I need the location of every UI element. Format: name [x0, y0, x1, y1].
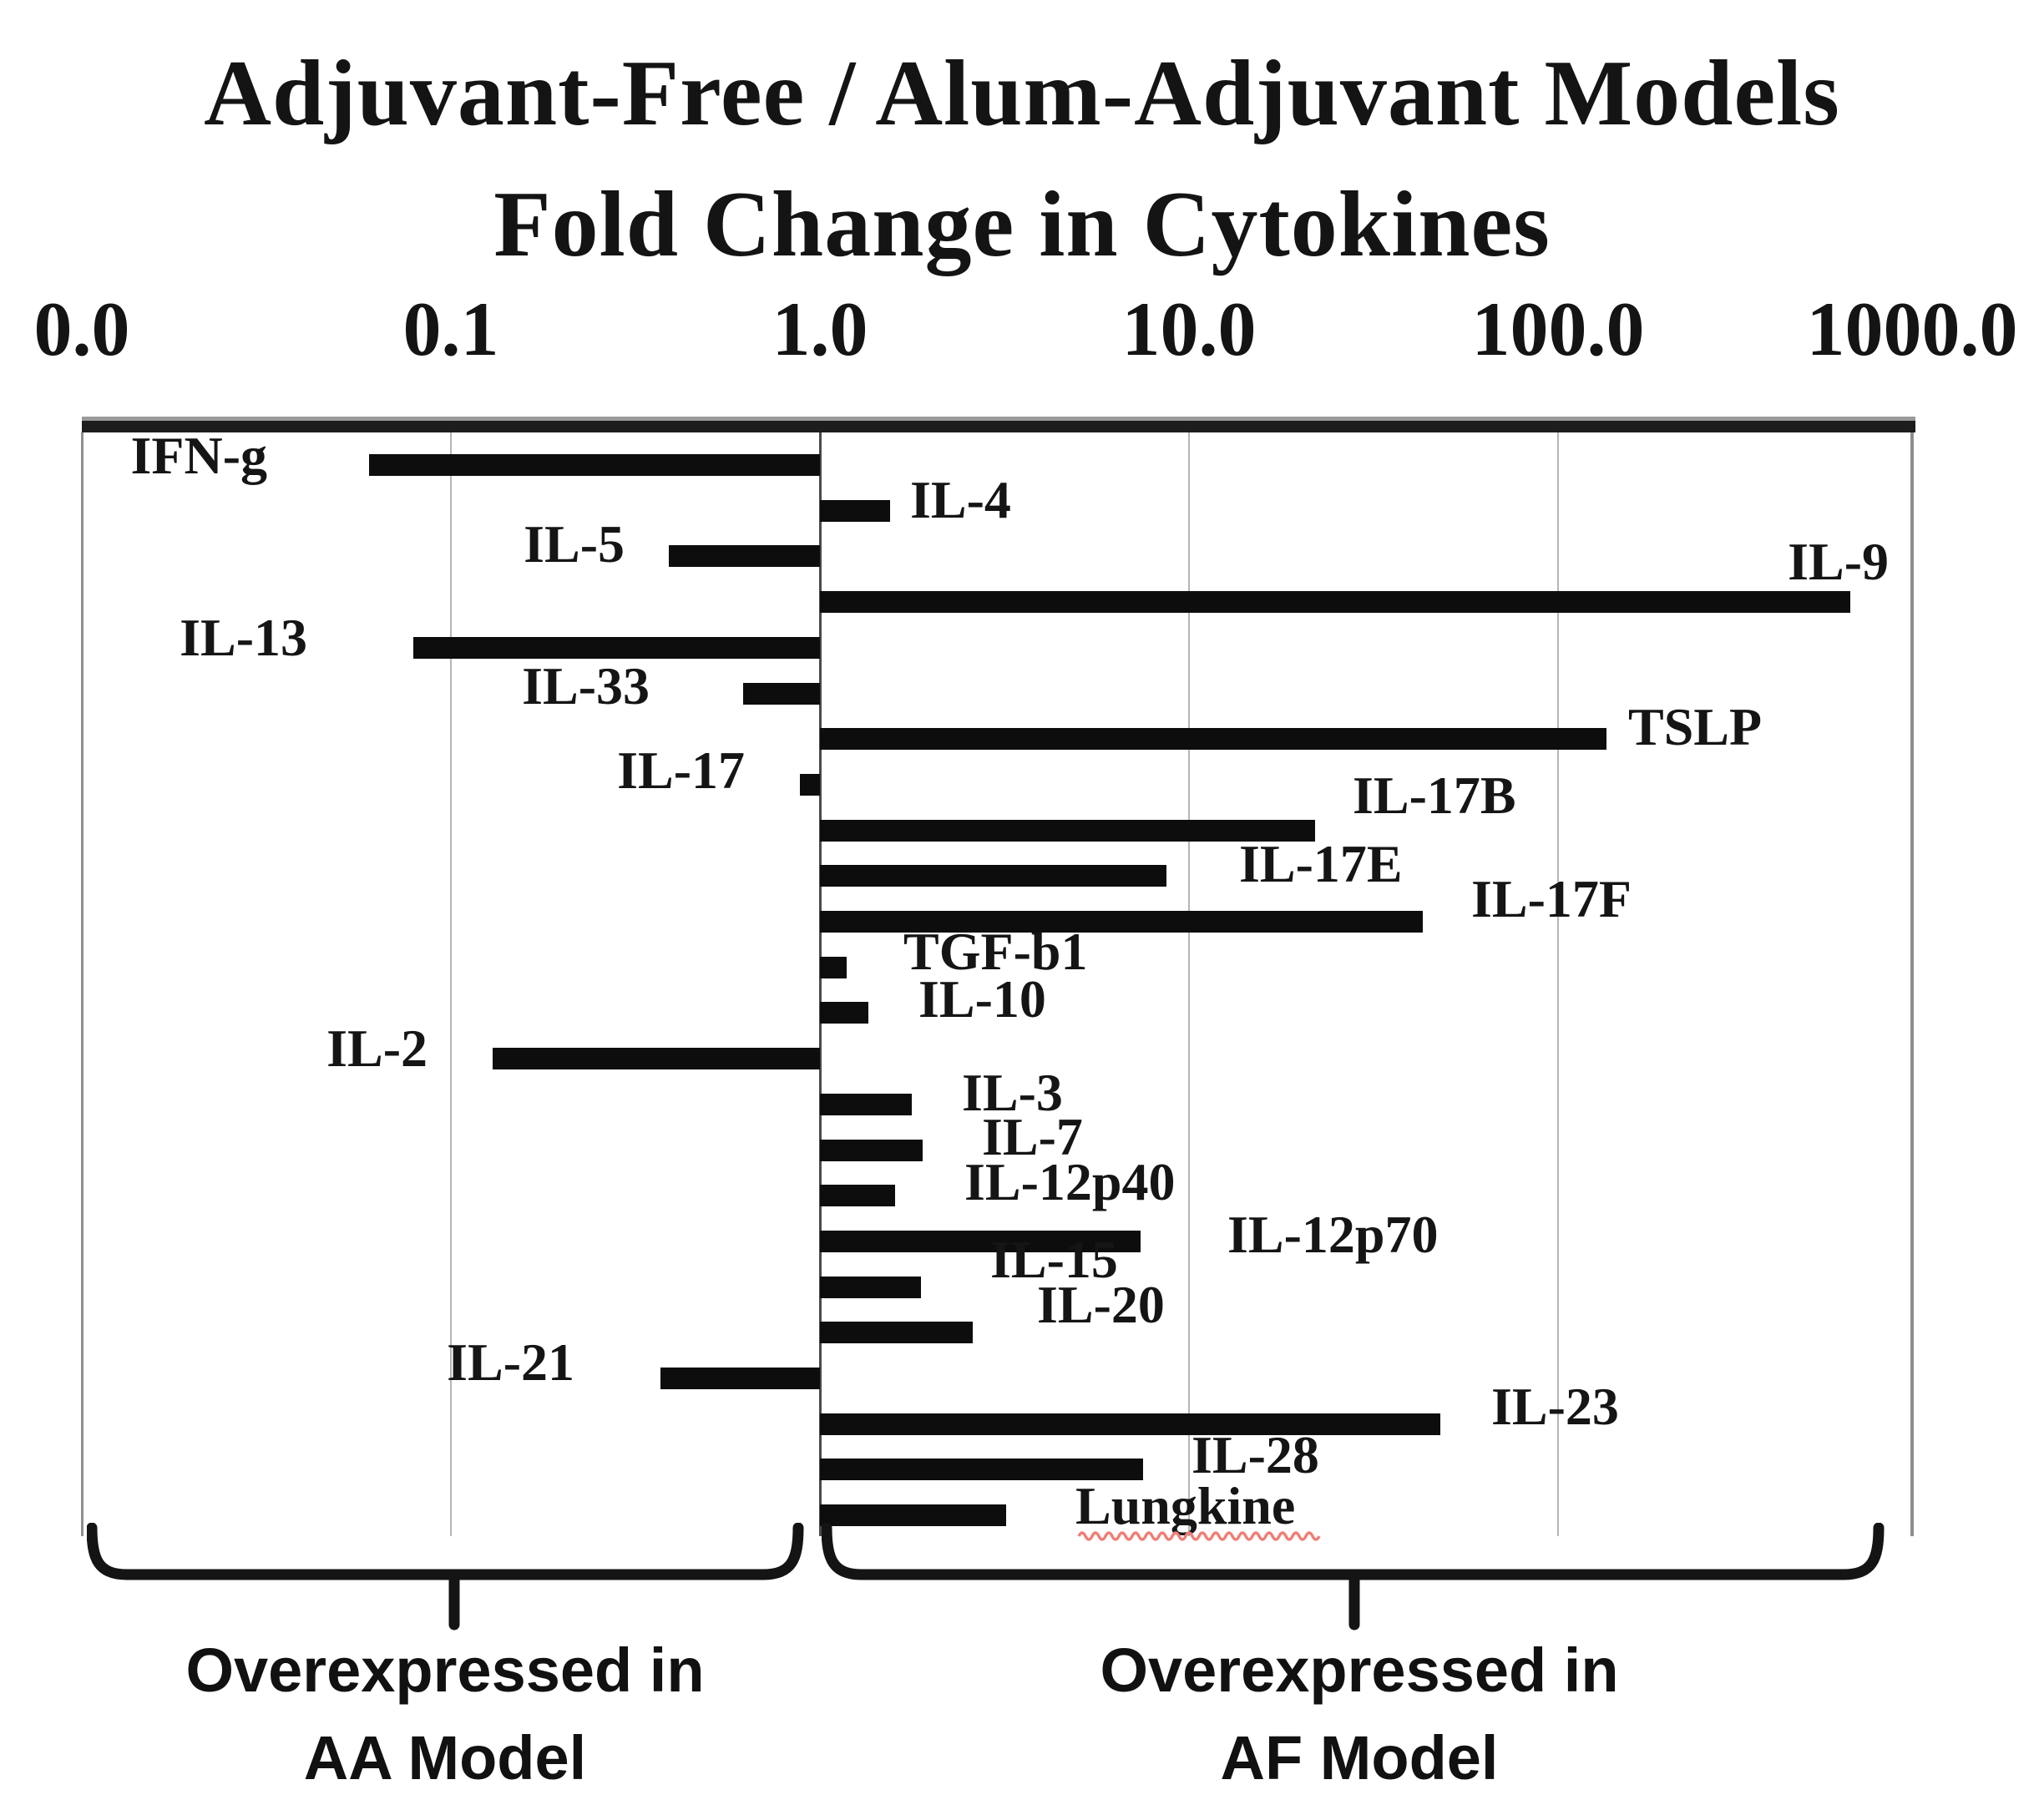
bar-label-IL-21: IL-21: [447, 1332, 574, 1392]
bar-IFN-g: [368, 454, 820, 476]
bar-IL-28: [820, 1459, 1143, 1481]
chart-title-line2: Fold Change in Cytokines: [493, 172, 1551, 276]
bar-label-TSLP: TSLP: [1628, 697, 1763, 757]
bar-label-IL-2: IL-2: [326, 1019, 428, 1079]
bar-IL-12p70: [820, 1230, 1141, 1252]
gridline-100: [1557, 432, 1559, 1536]
bar-IL-9: [820, 591, 1851, 614]
bar-label-IL-17: IL-17: [617, 740, 745, 800]
bar-IL-17B: [820, 819, 1316, 842]
bar-label-IL-12p40: IL-12p40: [964, 1152, 1176, 1212]
af-model-label-line1: Overexpressed in: [1100, 1636, 1619, 1705]
bar-label-IL-9: IL-9: [1788, 532, 1889, 592]
baseline-1.0: [818, 432, 822, 1536]
bar-IL-5: [669, 545, 820, 568]
bar-label-IL-13: IL-13: [180, 607, 307, 667]
right-brace: [822, 1523, 1885, 1631]
bar-IL-10: [820, 1002, 868, 1024]
bar-IL-17E: [820, 865, 1167, 887]
bar-label-IL-28: IL-28: [1191, 1425, 1319, 1485]
bar-IL-13: [412, 636, 820, 659]
bar-label-IL-23: IL-23: [1491, 1376, 1619, 1436]
chart-title: Adjuvant-Free / Alum-Adjuvant Models Fol…: [0, 28, 2044, 291]
bar-TSLP: [820, 728, 1606, 751]
axis-tick-label-0.0: 0.0: [33, 286, 130, 372]
bar-label-TGF-b1: TGF-b1: [903, 921, 1088, 981]
plot-right-border: [1910, 432, 1914, 1536]
aa-model-label-line2: AA Model: [303, 1723, 587, 1793]
bar-IL-23: [820, 1413, 1441, 1435]
bar-label-IL-12p70: IL-12p70: [1227, 1204, 1439, 1264]
bar-TGF-b1: [820, 956, 847, 978]
bar-IL-17: [799, 773, 820, 796]
axis-tick-label-0.1: 0.1: [402, 286, 499, 372]
aa-model-label: Overexpressed in AA Model: [185, 1626, 704, 1802]
gridline-10: [1188, 432, 1190, 1536]
bar-IL-7: [820, 1139, 923, 1161]
bar-label-IFN-g: IFN-g: [130, 426, 267, 485]
axis-tick-label-100.0: 100.0: [1471, 286, 1645, 372]
aa-model-label-line1: Overexpressed in: [185, 1636, 705, 1705]
bar-IL-12p40: [820, 1185, 896, 1207]
bar-label-IL-5: IL-5: [524, 514, 625, 574]
axis-tick-label-10.0: 10.0: [1121, 286, 1257, 372]
bar-label-Lungkine: Lungkine: [1075, 1479, 1321, 1541]
bar-IL-33: [743, 682, 820, 705]
bar-label-IL-15: IL-15: [990, 1229, 1118, 1289]
bar-IL-3: [820, 1093, 912, 1115]
bar-label-IL-3: IL-3: [962, 1062, 1063, 1122]
spellcheck-squiggle: [1077, 1531, 1321, 1541]
gridline-0.1: [450, 432, 452, 1536]
bar-label-IL-20: IL-20: [1037, 1275, 1165, 1335]
af-model-label-line2: AF Model: [1220, 1723, 1499, 1793]
axis-line-0.0: [80, 432, 83, 1536]
bar-IL-15: [820, 1276, 922, 1298]
bar-label-IL-7: IL-7: [982, 1106, 1083, 1166]
bar-label-IL-4: IL-4: [910, 469, 1011, 529]
bar-label-IL-17F: IL-17F: [1471, 869, 1632, 928]
bar-IL-20: [820, 1322, 974, 1344]
axis-tick-label-1.0: 1.0: [772, 286, 868, 372]
plot-top-border: [82, 421, 1915, 432]
bar-IL-21: [660, 1368, 820, 1389]
bar-Lungkine: [820, 1504, 1007, 1527]
bar-label-IL-17E: IL-17E: [1239, 834, 1403, 894]
left-brace: [87, 1523, 804, 1631]
bar-IL-2: [493, 1048, 820, 1070]
bar-IL-17F: [820, 911, 1423, 933]
bar-label-IL-17B: IL-17B: [1353, 765, 1516, 825]
bar-label-IL-33: IL-33: [522, 655, 650, 715]
af-model-label: Overexpressed in AF Model: [1100, 1626, 1618, 1802]
axis-tick-label-1000.0: 1000.0: [1806, 286, 2018, 372]
bar-IL-4: [820, 499, 891, 522]
chart-title-line1: Adjuvant-Free / Alum-Adjuvant Models: [204, 42, 1840, 145]
bar-label-IL-10: IL-10: [918, 969, 1046, 1029]
